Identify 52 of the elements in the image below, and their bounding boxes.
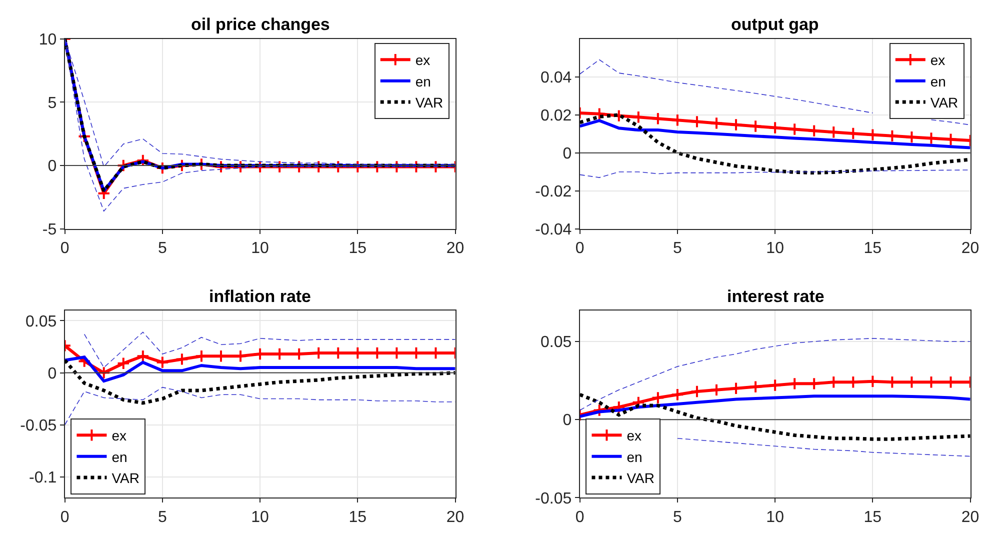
y-tick-label: -5 [42, 221, 57, 238]
legend-label: VAR [112, 470, 140, 486]
legend-label: ex [930, 52, 946, 68]
y-tick-label: -0.05 [535, 490, 572, 508]
legend-label: VAR [415, 94, 444, 110]
y-tick-label: -0.05 [20, 417, 57, 434]
x-tick-label: 5 [673, 508, 682, 526]
y-tick-label: 0.02 [540, 107, 572, 124]
legend-label: en [626, 448, 642, 465]
y-tick-label: 5 [48, 94, 57, 112]
y-tick-label: -0.1 [29, 469, 57, 486]
x-tick-label: 0 [575, 240, 584, 258]
y-tick-label: 0 [562, 145, 572, 162]
y-tick-label: 10 [38, 31, 57, 48]
chart-title: oil price changes [191, 15, 330, 34]
x-tick-label: 10 [766, 508, 784, 526]
chart-title: output gap [731, 15, 819, 34]
x-tick-label: 0 [575, 508, 584, 526]
legend-label: en [930, 73, 946, 90]
x-tick-label: 10 [766, 240, 784, 258]
x-tick-label: 15 [864, 508, 882, 526]
y-tick-label: -0.04 [535, 221, 572, 238]
x-tick-label: 5 [158, 240, 167, 258]
y-tick-label: 0.05 [25, 313, 57, 330]
chart-title: interest rate [727, 287, 824, 306]
legend-label: en [112, 448, 128, 465]
y-tick-label: 0.05 [540, 334, 572, 352]
x-tick-label: 20 [446, 240, 464, 258]
y-tick-label: 0.04 [540, 69, 572, 86]
x-tick-label: 10 [251, 508, 270, 526]
y-tick-label: -0.02 [535, 183, 572, 200]
legend-label: VAR [930, 94, 958, 110]
x-tick-label: 20 [961, 240, 980, 258]
x-tick-label: 20 [961, 508, 980, 526]
y-tick-label: 0 [562, 412, 572, 430]
legend-label: ex [112, 428, 127, 444]
x-tick-label: 5 [673, 240, 682, 258]
x-tick-label: 15 [864, 240, 882, 258]
y-tick-label: 0 [48, 158, 57, 176]
legend-label: ex [626, 428, 642, 444]
x-tick-label: 0 [60, 240, 70, 258]
chart-title: inflation rate [209, 287, 312, 306]
legend-label: VAR [626, 470, 654, 486]
legend-label: en [415, 73, 431, 90]
x-tick-label: 15 [348, 508, 367, 526]
x-tick-label: 15 [348, 240, 367, 258]
x-tick-label: 5 [158, 508, 167, 526]
x-tick-label: 0 [60, 508, 70, 526]
x-tick-label: 20 [446, 508, 464, 526]
y-tick-label: 0 [48, 365, 57, 382]
legend-label: ex [415, 52, 430, 68]
x-tick-label: 10 [251, 240, 270, 258]
